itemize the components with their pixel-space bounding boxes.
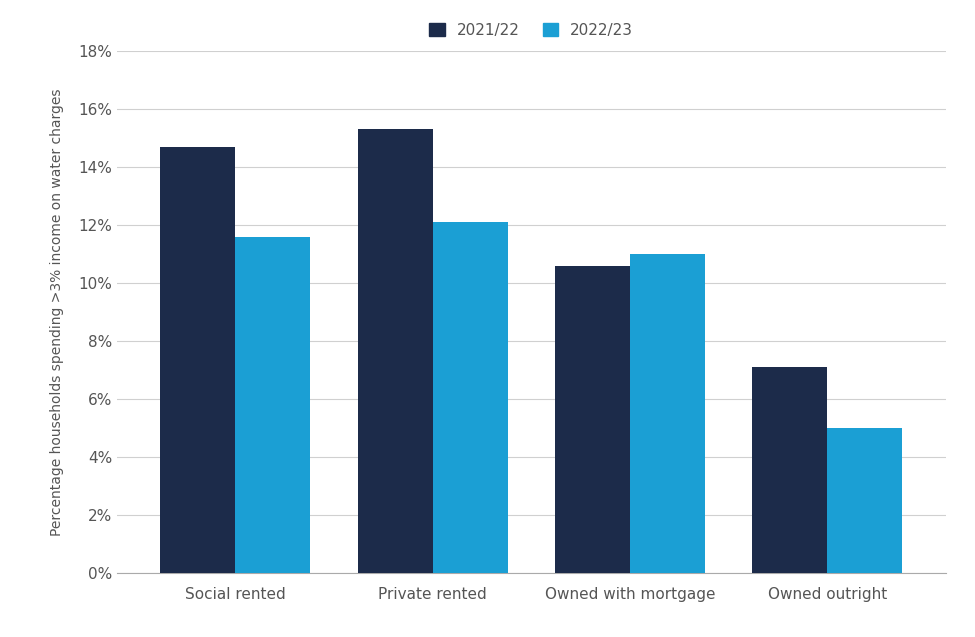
Bar [753,368,828,573]
Bar [235,237,310,573]
Bar [828,428,902,573]
Bar [630,254,705,573]
Bar [433,222,508,573]
Legend: 2021/22, 2022/23: 2021/22, 2022/23 [423,17,640,44]
Bar [555,266,630,573]
Bar [358,129,433,573]
Y-axis label: Percentage households spending >3% income on water charges: Percentage households spending >3% incom… [51,89,64,536]
Bar [161,147,235,573]
